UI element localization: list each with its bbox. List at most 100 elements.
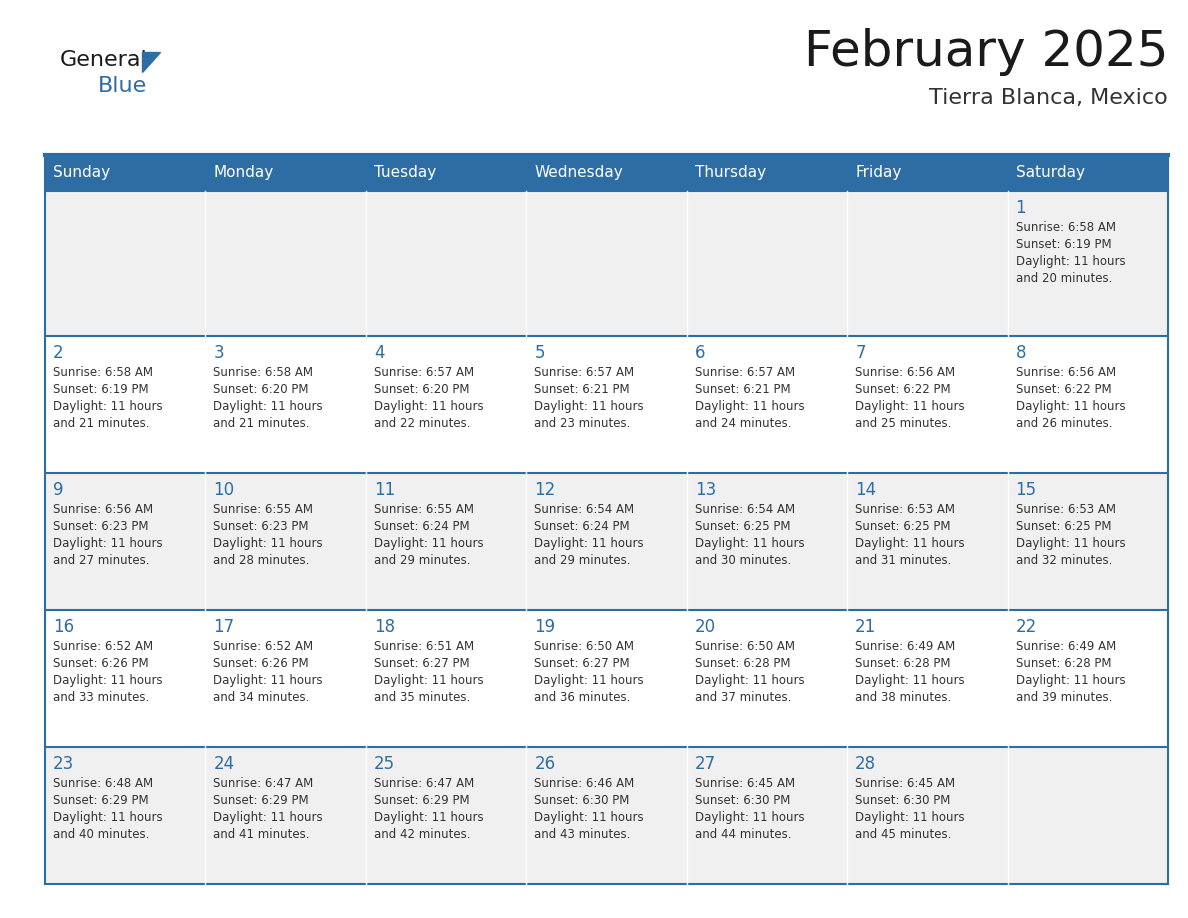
Text: and 31 minutes.: and 31 minutes.: [855, 554, 952, 567]
Text: Sunset: 6:22 PM: Sunset: 6:22 PM: [1016, 383, 1111, 396]
Text: Sunset: 6:25 PM: Sunset: 6:25 PM: [1016, 520, 1111, 533]
Text: Sunrise: 6:57 AM: Sunrise: 6:57 AM: [535, 366, 634, 379]
Text: Sunday: Sunday: [53, 165, 110, 181]
Text: 15: 15: [1016, 481, 1037, 499]
Bar: [366, 155, 526, 191]
Text: Sunrise: 6:50 AM: Sunrise: 6:50 AM: [695, 640, 795, 653]
Text: Sunrise: 6:51 AM: Sunrise: 6:51 AM: [374, 640, 474, 653]
Bar: [45, 336, 206, 473]
Text: and 43 minutes.: and 43 minutes.: [535, 828, 631, 841]
Text: and 41 minutes.: and 41 minutes.: [214, 828, 310, 841]
Text: and 35 minutes.: and 35 minutes.: [374, 691, 470, 704]
Text: Friday: Friday: [855, 165, 902, 181]
Bar: [1007, 473, 1168, 610]
Bar: [1007, 155, 1168, 191]
Text: Sunset: 6:21 PM: Sunset: 6:21 PM: [695, 383, 790, 396]
Text: and 44 minutes.: and 44 minutes.: [695, 828, 791, 841]
Text: 23: 23: [53, 755, 74, 773]
Text: Daylight: 11 hours: Daylight: 11 hours: [53, 537, 163, 550]
Text: Sunrise: 6:53 AM: Sunrise: 6:53 AM: [855, 503, 955, 516]
Text: Sunset: 6:24 PM: Sunset: 6:24 PM: [374, 520, 469, 533]
Text: Sunrise: 6:58 AM: Sunrise: 6:58 AM: [53, 366, 153, 379]
Bar: [45, 610, 206, 747]
Text: Daylight: 11 hours: Daylight: 11 hours: [53, 400, 163, 413]
Bar: [1007, 610, 1168, 747]
Bar: [45, 747, 206, 884]
Text: Daylight: 11 hours: Daylight: 11 hours: [695, 811, 804, 824]
Bar: [847, 191, 1007, 336]
Text: Sunrise: 6:55 AM: Sunrise: 6:55 AM: [214, 503, 314, 516]
Text: Wednesday: Wednesday: [535, 165, 623, 181]
Text: Daylight: 11 hours: Daylight: 11 hours: [695, 400, 804, 413]
Text: and 42 minutes.: and 42 minutes.: [374, 828, 470, 841]
Bar: [687, 473, 847, 610]
Text: Daylight: 11 hours: Daylight: 11 hours: [214, 400, 323, 413]
Text: Blue: Blue: [97, 76, 147, 96]
Text: and 20 minutes.: and 20 minutes.: [1016, 272, 1112, 285]
Text: Sunset: 6:26 PM: Sunset: 6:26 PM: [53, 657, 148, 670]
Text: and 45 minutes.: and 45 minutes.: [855, 828, 952, 841]
Text: Sunset: 6:25 PM: Sunset: 6:25 PM: [695, 520, 790, 533]
Bar: [847, 473, 1007, 610]
Text: Sunset: 6:19 PM: Sunset: 6:19 PM: [1016, 238, 1111, 251]
Text: Daylight: 11 hours: Daylight: 11 hours: [214, 811, 323, 824]
Text: 10: 10: [214, 481, 234, 499]
Text: 5: 5: [535, 344, 545, 362]
Text: Daylight: 11 hours: Daylight: 11 hours: [535, 400, 644, 413]
Text: and 23 minutes.: and 23 minutes.: [535, 417, 631, 430]
Text: Daylight: 11 hours: Daylight: 11 hours: [1016, 674, 1125, 687]
Text: 1: 1: [1016, 199, 1026, 217]
Text: Sunset: 6:23 PM: Sunset: 6:23 PM: [53, 520, 148, 533]
Text: 13: 13: [695, 481, 716, 499]
Bar: [687, 747, 847, 884]
Text: Sunset: 6:23 PM: Sunset: 6:23 PM: [214, 520, 309, 533]
Text: Sunrise: 6:49 AM: Sunrise: 6:49 AM: [855, 640, 955, 653]
Text: Daylight: 11 hours: Daylight: 11 hours: [535, 811, 644, 824]
Bar: [1007, 747, 1168, 884]
Text: Sunset: 6:24 PM: Sunset: 6:24 PM: [535, 520, 630, 533]
Text: Sunrise: 6:49 AM: Sunrise: 6:49 AM: [1016, 640, 1116, 653]
Text: Daylight: 11 hours: Daylight: 11 hours: [53, 811, 163, 824]
Text: General: General: [61, 50, 147, 70]
Bar: [45, 155, 206, 191]
Bar: [847, 747, 1007, 884]
Text: 12: 12: [535, 481, 556, 499]
Text: Daylight: 11 hours: Daylight: 11 hours: [855, 537, 965, 550]
Bar: [847, 155, 1007, 191]
Text: Thursday: Thursday: [695, 165, 766, 181]
Bar: [847, 336, 1007, 473]
Text: Daylight: 11 hours: Daylight: 11 hours: [214, 674, 323, 687]
Text: 9: 9: [53, 481, 63, 499]
Text: and 30 minutes.: and 30 minutes.: [695, 554, 791, 567]
Text: and 33 minutes.: and 33 minutes.: [53, 691, 150, 704]
Bar: [526, 336, 687, 473]
Text: Saturday: Saturday: [1016, 165, 1085, 181]
Text: Sunrise: 6:54 AM: Sunrise: 6:54 AM: [695, 503, 795, 516]
Bar: [847, 610, 1007, 747]
Text: 3: 3: [214, 344, 225, 362]
Text: and 25 minutes.: and 25 minutes.: [855, 417, 952, 430]
Text: Sunrise: 6:53 AM: Sunrise: 6:53 AM: [1016, 503, 1116, 516]
Text: Daylight: 11 hours: Daylight: 11 hours: [374, 400, 484, 413]
Text: 19: 19: [535, 618, 556, 636]
Bar: [526, 155, 687, 191]
Text: 4: 4: [374, 344, 385, 362]
Text: Sunrise: 6:58 AM: Sunrise: 6:58 AM: [1016, 221, 1116, 234]
Text: 6: 6: [695, 344, 706, 362]
Text: Daylight: 11 hours: Daylight: 11 hours: [214, 537, 323, 550]
Text: 8: 8: [1016, 344, 1026, 362]
Text: Sunrise: 6:46 AM: Sunrise: 6:46 AM: [535, 777, 634, 790]
Text: and 32 minutes.: and 32 minutes.: [1016, 554, 1112, 567]
Text: Daylight: 11 hours: Daylight: 11 hours: [855, 811, 965, 824]
Text: Sunset: 6:20 PM: Sunset: 6:20 PM: [374, 383, 469, 396]
Text: Sunrise: 6:57 AM: Sunrise: 6:57 AM: [374, 366, 474, 379]
Text: 16: 16: [53, 618, 74, 636]
Bar: [687, 336, 847, 473]
Text: 20: 20: [695, 618, 716, 636]
Text: 26: 26: [535, 755, 556, 773]
Bar: [687, 155, 847, 191]
Text: Sunset: 6:28 PM: Sunset: 6:28 PM: [855, 657, 950, 670]
Text: Sunset: 6:30 PM: Sunset: 6:30 PM: [535, 794, 630, 807]
Text: Daylight: 11 hours: Daylight: 11 hours: [1016, 400, 1125, 413]
Bar: [206, 610, 366, 747]
